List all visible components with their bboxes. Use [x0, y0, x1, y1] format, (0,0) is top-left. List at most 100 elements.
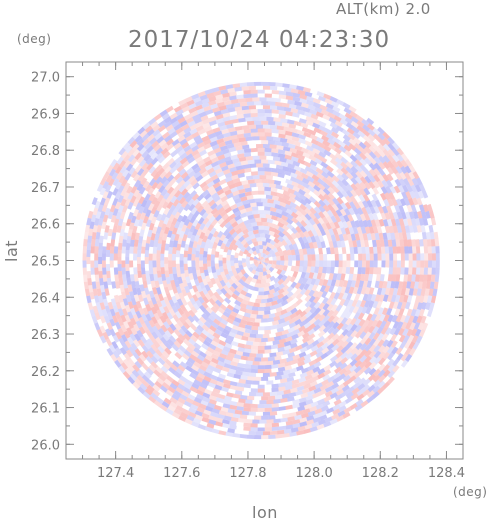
radar-cell [395, 165, 403, 174]
radar-cell [240, 239, 247, 246]
radar-cell [362, 293, 369, 302]
radar-cell [427, 267, 432, 275]
radar-cell [194, 104, 203, 111]
radar-cell [338, 373, 346, 381]
radar-cell [152, 129, 161, 137]
radar-cell [345, 195, 353, 204]
radar-cell [214, 130, 223, 137]
radar-cell [375, 239, 381, 247]
radar-cell [113, 294, 120, 303]
radar-cell [83, 274, 88, 282]
radar-cell [298, 134, 306, 140]
radar-cell [346, 127, 355, 135]
radar-cell [392, 246, 397, 254]
radar-cell [94, 246, 99, 254]
radar-cell [257, 404, 265, 408]
radar-cell [192, 285, 199, 293]
radar-cell [194, 290, 202, 299]
radar-cell [264, 427, 272, 432]
y-tick-label: 26.8 [31, 144, 60, 159]
radar-cell [420, 224, 426, 233]
radar-cell [223, 156, 232, 163]
radar-cell [244, 236, 251, 243]
radar-cell [177, 378, 186, 386]
radar-cell [296, 430, 304, 436]
radar-cell [212, 107, 220, 113]
radar-cell [241, 105, 249, 111]
radar-cell [252, 274, 259, 280]
radar-cell [145, 184, 152, 192]
radar-cell [401, 321, 408, 330]
radar-cell [368, 226, 375, 234]
radar-cell [388, 211, 395, 220]
radar-cell [114, 321, 122, 330]
radar-cell [102, 331, 109, 340]
radar-cell [239, 101, 248, 107]
radar-cell [275, 164, 284, 170]
radar-cell [232, 177, 241, 184]
radar-cell [298, 266, 304, 273]
radar-cell [278, 406, 286, 411]
radar-cell [193, 96, 202, 104]
radar-cell [171, 379, 180, 387]
radar-cell [427, 309, 433, 318]
radar-cell [295, 344, 303, 351]
radar-cell [199, 231, 206, 240]
radar-cell [185, 318, 193, 327]
radar-cell [396, 260, 401, 268]
radar-cell [303, 357, 312, 365]
radar-cell [123, 320, 130, 329]
radar-cell [180, 325, 188, 333]
radar-cell [281, 141, 289, 148]
radar-cell [134, 281, 140, 289]
radar-cell [257, 167, 265, 172]
radar-cell [188, 203, 196, 212]
radar-cell [306, 277, 313, 285]
radar-cell [421, 211, 427, 219]
radar-cell [316, 341, 325, 349]
radar-cell [248, 124, 257, 129]
radar-cell [342, 102, 351, 110]
radar-cell [288, 167, 297, 174]
radar-cell [354, 324, 362, 333]
radar-cell [408, 171, 416, 180]
radar-cell [355, 170, 363, 179]
radar-cell [106, 190, 113, 199]
radar-cell [133, 189, 140, 198]
radar-cell [362, 219, 369, 228]
radar-cell [350, 233, 357, 241]
radar-cell [274, 140, 283, 146]
radar-cell [190, 334, 198, 343]
radar-cell [252, 419, 260, 424]
radar-cell [303, 230, 310, 238]
radar-cell [380, 246, 386, 254]
radar-cell [361, 306, 368, 315]
radar-cell [105, 338, 113, 347]
radar-cell [266, 273, 272, 279]
radar-cell [263, 225, 270, 231]
radar-cell [318, 199, 326, 207]
radar-cell [246, 263, 252, 269]
radar-cell [412, 171, 420, 180]
radar-cell [332, 240, 338, 248]
radar-cell [393, 260, 398, 268]
radar-cell [302, 332, 310, 339]
radar-cell [364, 287, 371, 295]
radar-cell [172, 360, 180, 368]
radar-cell [364, 361, 372, 369]
radar-cell [333, 221, 340, 229]
radar-cell [218, 260, 223, 267]
radar-cell [160, 253, 165, 261]
radar-cell [218, 266, 224, 273]
radar-cell [335, 209, 343, 217]
radar-cell [193, 347, 202, 355]
radar-cell [386, 232, 392, 241]
radar-cell [250, 427, 258, 432]
radar-cell [251, 206, 259, 211]
radar-cell [412, 267, 417, 275]
radar-cell [251, 246, 257, 252]
radar-cell [237, 204, 245, 211]
radar-cell [241, 258, 246, 263]
radar-cell [214, 346, 223, 354]
radar-cell [316, 423, 325, 430]
